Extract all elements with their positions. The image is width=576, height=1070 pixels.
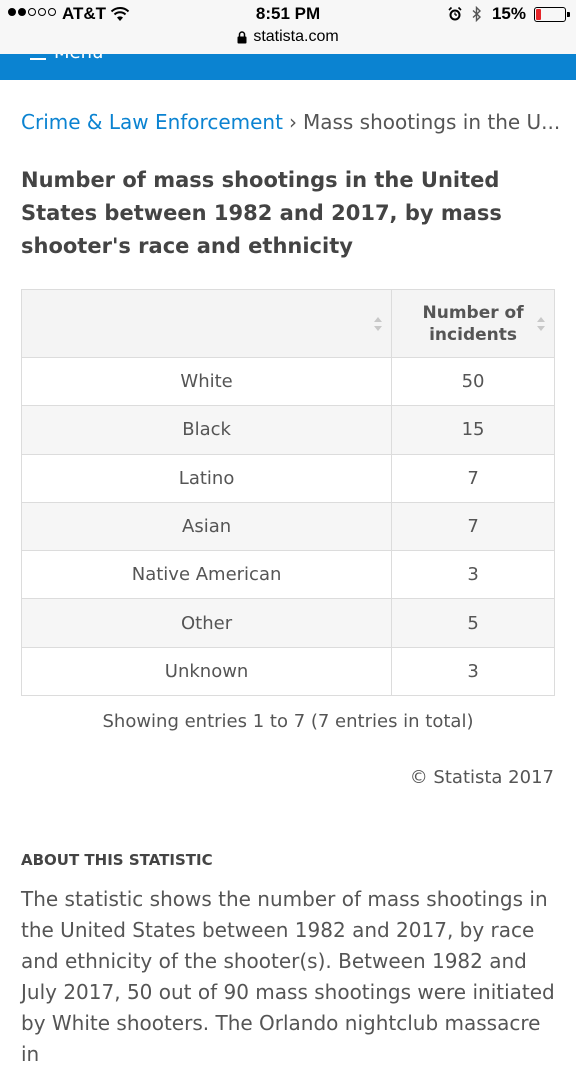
table-row: White 50 [20,356,555,407]
carrier-name: AT&T [62,4,107,23]
row-value: 5 [391,598,555,648]
clock: 8:51 PM [255,4,321,23]
lock-icon [237,30,247,43]
table-row: Other 5 [20,598,555,648]
address-bar[interactable]: statista.com [0,28,576,46]
row-value: 7 [391,501,555,552]
row-value: 3 [391,646,555,697]
alarm-icon [448,6,462,21]
bluetooth-icon [472,6,481,22]
column-header-category[interactable] [20,289,393,358]
battery-icon [534,6,570,22]
menu-bar[interactable]: Menu [0,54,576,80]
about-heading: ABOUT THIS STATISTIC [21,851,213,869]
table-row: Latino 7 [20,453,555,503]
entries-info: Showing entries 1 to 7 (7 entries in tot… [102,711,474,732]
page-title: Number of mass shootings in the United S… [21,168,502,258]
breadcrumb-link-crime[interactable]: Crime & Law Enforcement [21,110,283,134]
row-label: Other [20,598,393,648]
row-label: Latino [20,453,393,503]
row-label: Unknown [20,646,393,697]
row-value: 3 [391,550,555,600]
sort-icon[interactable] [536,315,546,333]
hamburger-icon[interactable] [30,54,46,60]
row-value: 7 [391,453,555,503]
column-header-incidents[interactable]: Number of incidents [391,289,555,358]
row-label: Asian [20,501,393,552]
table-row: Black 15 [20,405,555,455]
table-row: Asian 7 [20,501,555,552]
row-label: Black [20,405,393,455]
row-label: Native American [20,550,393,600]
row-value: 50 [391,356,555,407]
column-header-label: Number of incidents [422,302,524,345]
sort-icon[interactable] [373,315,383,333]
about-text: The statistic shows the number of mass s… [21,887,555,1066]
status-right: 15% [448,4,570,24]
copyright-notice: © Statista 2017 [409,767,554,788]
wifi-icon [110,7,130,21]
table-row: Native American 3 [20,550,555,600]
row-value: 15 [391,405,555,455]
table-row: Unknown 3 [20,646,555,697]
statistic-table: Number of incidents White 50 Black 15 La… [20,289,555,697]
status-bar: AT&T 8:51 PM statista.com 15% [0,0,576,54]
menu-label[interactable]: Menu [54,54,103,63]
row-label: White [20,356,393,407]
signal-strength-icon [8,8,56,16]
battery-percent: 15% [491,4,526,23]
breadcrumb: Crime & Law Enforcement › Mass shootings i… [21,110,561,134]
breadcrumb-separator: › [288,110,297,134]
breadcrumb-current: Mass shootings in the U.... [302,110,561,134]
url-text: statista.com [253,28,339,45]
